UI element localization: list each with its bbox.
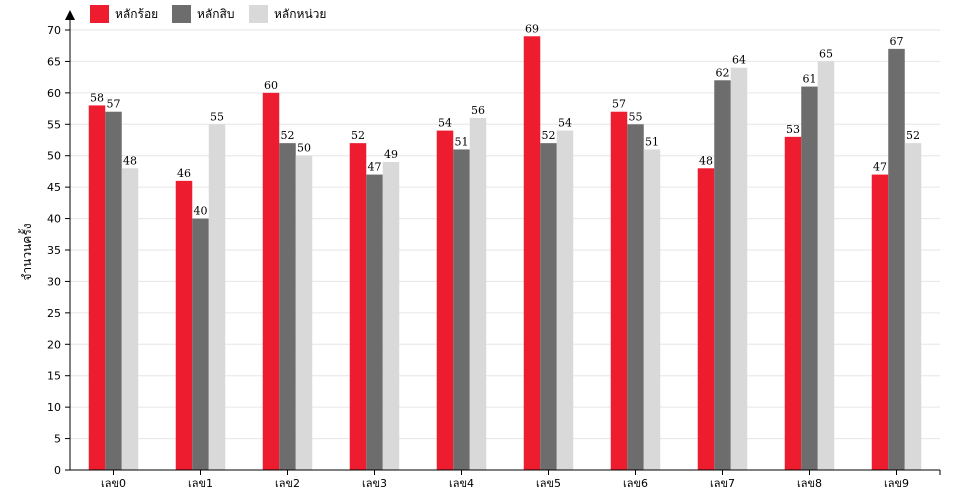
data-label: 51 [645,135,659,148]
data-label: 60 [264,79,278,92]
bar [295,155,313,470]
bar [540,143,557,470]
bar [382,162,400,470]
x-tick-label: เลข0 [101,477,126,490]
y-tick-label: 35 [47,244,61,257]
y-axis-label: จำนวนครั้ง [18,223,34,280]
data-label: 52 [542,129,556,142]
data-label: 58 [90,91,104,104]
bar [453,149,470,470]
bar [469,118,487,470]
data-label: 67 [890,35,904,48]
y-tick-label: 20 [47,338,61,351]
x-tick-label: เลข9 [884,477,909,490]
bar [643,149,661,470]
x-tick-label: เลข4 [449,477,474,490]
bar [262,92,280,470]
data-label: 61 [803,73,817,86]
value-labels: 58 57484640556052505247495451566952545755… [90,22,920,217]
data-label: 55 [210,110,224,123]
bar [888,48,905,470]
y-tick-label: 10 [47,401,61,414]
x-tick-label: เลข5 [536,477,561,490]
y-tick-label: 70 [47,24,61,37]
data-label: 52 [281,129,295,142]
data-label: 69 [525,22,539,35]
data-label: 57 [612,98,626,111]
y-tick-label: 5 [54,433,61,446]
bar [904,143,922,470]
data-label: 49 [384,148,398,161]
data-label: 65 [819,47,833,60]
data-label: 54 [558,117,572,130]
bar [697,168,715,471]
data-label: 47 [873,161,887,174]
legend-swatch [249,5,268,23]
data-label: 64 [732,54,746,67]
x-tick-label: เลข6 [623,477,648,490]
x-tick-label: เลข8 [797,477,822,490]
data-label: 52 [906,129,920,142]
y-tick-label: 0 [54,464,61,477]
bar [208,124,226,471]
x-tick-label: เลข2 [275,477,300,490]
bar [714,80,731,471]
legend-label: หลักสิบ [197,7,234,21]
bar [436,130,454,471]
legend-swatch [172,5,191,23]
bar [175,180,193,470]
bar [88,105,106,470]
y-tick-label: 65 [47,55,61,68]
y-tick-label: 25 [47,307,61,320]
x-tick-label: เลข3 [362,477,387,490]
bar [784,136,802,470]
data-label: 47 [368,161,382,174]
bar [817,61,835,471]
y-tick-label: 30 [47,275,61,288]
data-label: 55 [629,110,643,123]
x-tick-label: เลข7 [710,477,735,490]
data-label: 48 [699,154,713,167]
bar [105,111,122,470]
bar [556,130,574,471]
bar [610,111,628,470]
data-label: 57 [107,98,121,111]
y-tick-label: 15 [47,370,61,383]
bar [871,174,889,471]
bar [627,124,644,471]
legend-swatch [90,5,109,23]
bar [121,168,139,471]
legend-label: หลักหน่วย [274,7,326,21]
bars [88,36,922,471]
bar [349,143,367,470]
data-label: 40 [194,205,208,218]
y-axis-arrow [65,10,75,20]
bar [801,86,818,471]
data-label: 54 [438,117,452,130]
data-label: 53 [786,123,800,136]
y-tick-label: 60 [47,87,61,100]
data-label: 50 [297,142,311,155]
axes: 0 5 10 15 20 25 30 35 40 45 50 55 60 65 70 เลข0 เลข1 เลข2… [47,10,941,490]
bar [730,67,748,470]
y-tick-label: 40 [47,213,61,226]
x-tick-label: เลข1 [188,477,213,490]
bar [279,143,296,470]
legend-label: หลักร้อย [115,7,158,21]
legend: หลักร้อย หลักสิบ หลักหน่วย [90,5,326,23]
y-tick-label: 45 [47,181,61,194]
data-label: 52 [351,129,365,142]
data-label: 62 [716,66,730,79]
bar [192,218,209,470]
bar [366,174,383,471]
y-tick-label: 55 [47,118,61,131]
bar [523,36,541,471]
data-label: 46 [177,167,191,180]
data-label: 51 [455,135,469,148]
data-label: 48 [123,154,137,167]
data-label: 56 [471,104,485,117]
y-tick-label: 50 [47,150,61,163]
